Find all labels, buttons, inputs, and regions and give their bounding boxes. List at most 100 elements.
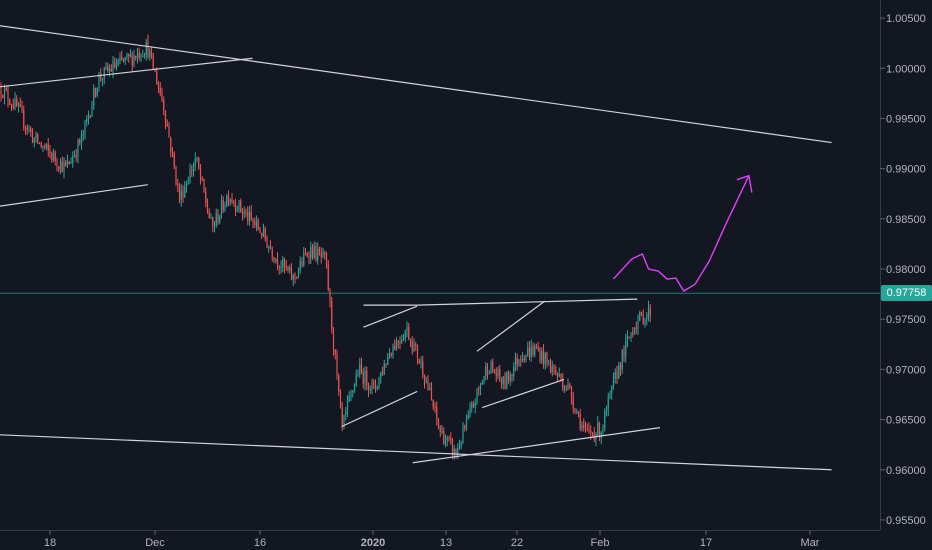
candle-body	[101, 78, 104, 80]
candle-body	[373, 381, 375, 383]
candle-body	[446, 437, 448, 441]
trendline[interactable]	[0, 25, 832, 144]
candle-body	[474, 403, 476, 407]
y-tick-label: 1.00500	[886, 13, 926, 25]
candle-body	[16, 98, 18, 106]
candle-body	[602, 427, 604, 433]
candle-body	[89, 115, 91, 117]
trendline[interactable]	[412, 427, 661, 464]
candle-body	[562, 379, 564, 389]
y-tick-label: 0.98500	[886, 214, 926, 226]
trendline[interactable]	[417, 298, 638, 306]
candle-body	[320, 252, 322, 258]
x-tick-label: Mar	[801, 537, 820, 549]
candle-body	[192, 165, 195, 172]
candle-body	[611, 385, 613, 393]
candle-body	[325, 253, 328, 264]
candle-body	[614, 371, 616, 379]
candle-body	[558, 373, 560, 377]
y-tick-label: 0.99000	[886, 164, 926, 176]
candle-body	[439, 427, 441, 432]
candle-body	[194, 158, 196, 166]
candle-body	[360, 364, 363, 372]
candle-body	[458, 446, 461, 449]
candle-body	[343, 415, 345, 425]
trendline[interactable]	[341, 390, 418, 428]
candle-body	[65, 162, 67, 166]
candle-body	[567, 384, 569, 389]
candle-body	[637, 320, 639, 330]
candle-body	[299, 260, 301, 271]
candle-body	[535, 346, 538, 348]
candle-body	[61, 161, 63, 172]
candle-body	[618, 364, 620, 379]
candle-body	[217, 213, 219, 223]
candle-body	[416, 345, 419, 360]
candle-body	[348, 396, 350, 402]
candle-body	[555, 369, 557, 374]
candle-body	[44, 146, 46, 148]
candle-body	[140, 56, 142, 58]
trendline[interactable]	[476, 300, 546, 352]
candle-body	[376, 387, 378, 389]
candle-body	[546, 352, 548, 362]
candle-body	[355, 374, 357, 386]
candle-body	[5, 88, 7, 91]
candle-body	[210, 217, 212, 219]
candle-body	[143, 54, 146, 56]
candle-body	[539, 350, 541, 361]
candle-body	[528, 347, 531, 358]
candle-body	[586, 428, 588, 430]
candle-body	[549, 361, 552, 372]
candle-body	[409, 339, 412, 342]
candle-body	[157, 84, 160, 88]
candle-body	[114, 61, 116, 68]
candle-body	[350, 391, 352, 397]
candle-body	[570, 386, 573, 399]
candle-body	[346, 401, 349, 411]
candle-body	[324, 251, 326, 254]
candle-body	[364, 370, 366, 384]
candle-body	[154, 69, 156, 72]
candle-body	[289, 267, 291, 271]
candle-body	[273, 257, 275, 261]
candle-body	[72, 156, 74, 163]
candle-body	[168, 126, 170, 138]
trendline[interactable]	[0, 57, 253, 88]
candle-body	[266, 239, 268, 248]
candle-body	[486, 366, 489, 374]
candle-body	[415, 344, 417, 346]
trendline[interactable]	[0, 434, 832, 471]
candle-body	[518, 359, 520, 365]
candle-body	[411, 341, 413, 351]
candle-body	[243, 212, 245, 214]
candle-body	[248, 211, 251, 222]
candle-body	[345, 410, 347, 416]
candle-body	[145, 41, 147, 55]
candle-body	[612, 378, 615, 386]
projection-path[interactable]	[612, 175, 750, 292]
candle-body	[7, 90, 9, 101]
candle-body	[432, 399, 434, 408]
trendline[interactable]	[0, 184, 148, 207]
candle-body	[366, 370, 368, 386]
candle-body	[82, 134, 84, 136]
candle-body	[296, 276, 298, 278]
candle-body	[504, 376, 506, 389]
candle-body	[390, 353, 392, 356]
candle-body	[12, 105, 14, 109]
y-tick-label: 0.97000	[886, 364, 926, 376]
candle-body	[402, 339, 405, 341]
candle-body	[511, 374, 513, 377]
x-tick-label: Feb	[591, 537, 610, 549]
trendline[interactable]	[363, 305, 418, 328]
candle-body	[488, 373, 490, 375]
candle-body	[269, 245, 272, 250]
candle-body	[639, 312, 641, 321]
candle-body	[3, 88, 6, 98]
y-tick-label: 0.97500	[886, 314, 926, 326]
candle-body	[605, 409, 608, 412]
trendline[interactable]	[482, 378, 565, 409]
candle-body	[54, 152, 56, 161]
